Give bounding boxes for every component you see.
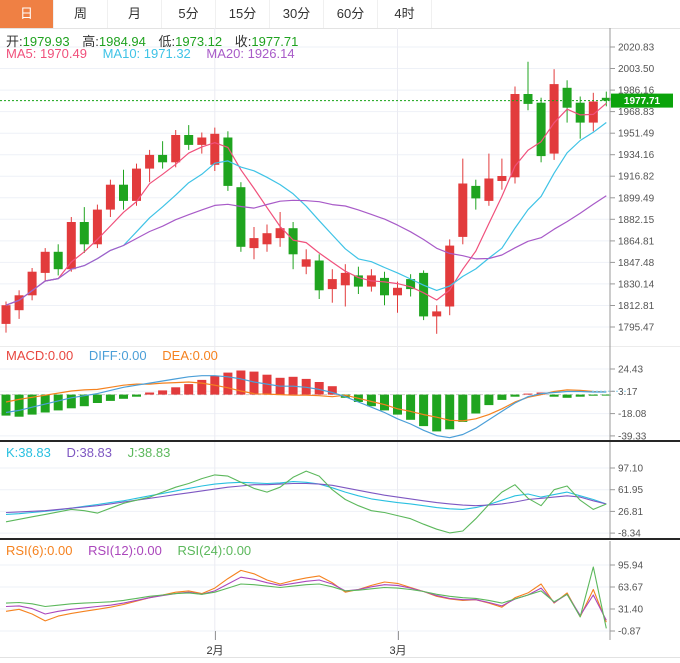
rsi-lines: [5, 566, 607, 629]
macd-axis: 24.43 3.17 -18.08 -39.33: [609, 346, 647, 443]
svg-text:1795.47: 1795.47: [618, 323, 655, 334]
svg-text:63.67: 63.67: [618, 583, 643, 594]
kdj-lines: [5, 470, 607, 534]
panel-divider: [0, 440, 680, 442]
k-value: 38.83: [18, 445, 51, 460]
svg-text:1899.49: 1899.49: [618, 193, 655, 204]
kdj-panel[interactable]: 97.10 61.95 26.81 -8.34: [0, 443, 680, 539]
macd-header: MACD:0.00 DIFF:0.00 DEA:0.00: [6, 348, 218, 363]
rsi-header: RSI(6):0.00 RSI(12):0.00 RSI(24):0.00: [6, 543, 251, 558]
svg-text:-39.33: -39.33: [618, 431, 647, 442]
svg-text:31.40: 31.40: [618, 605, 643, 616]
timeframe-tab-bar: 日周月 5分 15分 30分 60分 4时: [0, 0, 680, 29]
svg-text:24.43: 24.43: [618, 365, 643, 376]
rsi6-value: 0.00: [47, 543, 73, 558]
svg-text:95.94: 95.94: [618, 561, 643, 572]
main-candlestick-chart[interactable]: 2020.83 2003.50 1986.16 1968.83 1951.49 1934.…: [0, 28, 680, 346]
x-axis-label-february: 2月: [206, 645, 224, 657]
tab-timeframe-3[interactable]: 月: [108, 0, 162, 28]
macd-panel[interactable]: 24.43 3.17 -18.08 -39.33: [0, 346, 680, 443]
low-label: 低:: [158, 34, 176, 49]
dea-label: DEA:: [162, 348, 193, 363]
bottom-border: [0, 657, 680, 658]
svg-text:1864.81: 1864.81: [618, 236, 655, 247]
kdj-header: K:38.83 D:38.83 J:38.83: [6, 445, 170, 460]
svg-text:1951.49: 1951.49: [618, 129, 655, 140]
tab-timeframe-4[interactable]: 5分: [162, 0, 216, 28]
open-value: 1979.93: [22, 34, 70, 49]
svg-text:1977.71: 1977.71: [624, 96, 661, 107]
macd-value: 0.00: [47, 348, 74, 363]
k-label: K:: [6, 445, 19, 460]
ohlc-readout: 开:1979.93 高:1984.94 低:1973.12 收:1977.71: [6, 31, 307, 50]
close-value: 1977.71: [251, 34, 299, 49]
tab-timeframe-2[interactable]: 周: [54, 0, 108, 28]
dea-value: 0.00: [192, 348, 218, 363]
svg-text:-0.87: -0.87: [618, 627, 641, 638]
d-value: 38.83: [79, 445, 113, 460]
ma20-label: MA20:: [206, 46, 248, 61]
macd-lines: [5, 375, 607, 439]
svg-text:61.95: 61.95: [618, 485, 643, 496]
ma20-value: 1926.14: [247, 46, 295, 61]
svg-text:-18.08: -18.08: [618, 409, 647, 420]
rsi-axis: 95.94 63.67 31.40 -0.87: [609, 541, 643, 640]
ma5-label: MA5:: [6, 46, 40, 61]
x-axis-tick: [215, 631, 216, 640]
d-label: D:: [66, 445, 80, 460]
rsi24-label: RSI(24):: [177, 543, 226, 558]
svg-text:1812.81: 1812.81: [618, 301, 655, 312]
rsi-panel[interactable]: 95.94 63.67 31.40 -0.87: [0, 541, 680, 640]
svg-text:1986.16: 1986.16: [618, 86, 655, 97]
svg-text:26.81: 26.81: [618, 507, 643, 518]
svg-text:1847.48: 1847.48: [618, 258, 655, 269]
svg-text:2003.50: 2003.50: [618, 64, 655, 75]
tab-timeframe-8[interactable]: 4时: [378, 0, 432, 28]
svg-text:1934.16: 1934.16: [618, 150, 655, 161]
tab-timeframe-1[interactable]: 日: [0, 0, 54, 28]
panel-divider: [0, 538, 680, 540]
svg-text:-8.34: -8.34: [618, 529, 641, 539]
ma10-value: 1971.32: [143, 46, 191, 61]
svg-text:1916.82: 1916.82: [618, 172, 655, 183]
tab-timeframe-6[interactable]: 30分: [270, 0, 324, 28]
ma-readout: MA5: 1970.49 MA10: 1971.32 MA20: 1926.14: [6, 46, 295, 61]
tab-timeframe-7[interactable]: 60分: [324, 0, 378, 28]
high-label: 高:: [82, 34, 99, 49]
ma5-value: 1970.49: [39, 46, 87, 61]
rsi12-label: RSI(12):: [88, 543, 137, 558]
svg-text:1882.15: 1882.15: [618, 215, 655, 226]
close-label: 收:: [234, 34, 252, 49]
svg-text:1968.83: 1968.83: [618, 107, 655, 118]
macd-grid: [0, 346, 610, 443]
svg-text:1830.14: 1830.14: [618, 279, 655, 290]
macd-label: MACD:: [6, 348, 48, 363]
diff-value: 0.00: [121, 348, 147, 363]
ma10-label: MA10:: [102, 46, 144, 61]
open-label: 开:: [6, 34, 23, 49]
rsi6-label: RSI(6):: [6, 543, 48, 558]
svg-text:3.17: 3.17: [618, 387, 638, 398]
panel-divider-light: [0, 346, 680, 347]
main-grid: [0, 28, 610, 346]
x-axis-tick: [398, 631, 399, 640]
kdj-grid: [0, 443, 610, 539]
current-price-badge: 1977.71: [611, 93, 673, 108]
j-value: 38.83: [137, 445, 171, 460]
kdj-axis: 97.10 61.95 26.81 -8.34: [609, 443, 643, 539]
candles: [1, 61, 611, 334]
rsi12-value: 0.00: [136, 543, 162, 558]
price-axis: 2020.83 2003.50 1986.16 1968.83 1951.49 1934.…: [609, 28, 655, 346]
tab-timeframe-5[interactable]: 15分: [216, 0, 270, 28]
high-value: 1984.94: [98, 34, 146, 49]
diff-label: DIFF:: [88, 348, 122, 363]
ma-lines: [5, 102, 607, 306]
svg-text:2020.83: 2020.83: [618, 43, 655, 54]
j-label: J:: [127, 445, 138, 460]
low-value: 1973.12: [175, 34, 223, 49]
rsi24-value: 0.00: [225, 543, 252, 558]
x-axis-label-march: 3月: [389, 645, 407, 657]
svg-text:97.10: 97.10: [618, 464, 643, 475]
